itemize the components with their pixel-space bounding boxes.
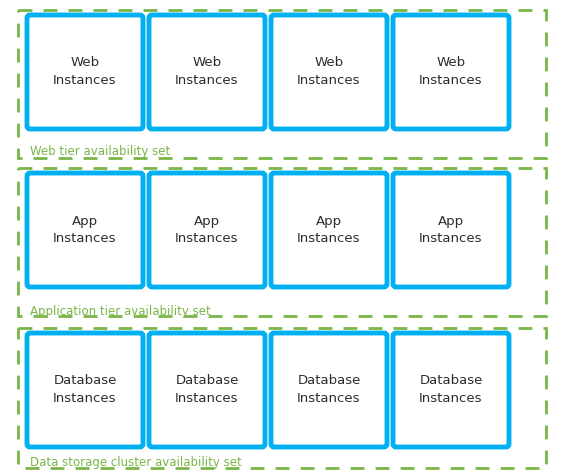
FancyBboxPatch shape	[149, 333, 265, 447]
FancyBboxPatch shape	[27, 173, 143, 287]
Text: Web
Instances: Web Instances	[53, 57, 117, 88]
FancyBboxPatch shape	[149, 173, 265, 287]
FancyBboxPatch shape	[271, 15, 387, 129]
Text: App
Instances: App Instances	[175, 215, 239, 246]
Text: Database
Instances: Database Instances	[297, 375, 361, 406]
Text: Database
Instances: Database Instances	[419, 375, 483, 406]
Text: Web
Instances: Web Instances	[175, 57, 239, 88]
Text: Data storage cluster availability set: Data storage cluster availability set	[30, 456, 242, 469]
Text: App
Instances: App Instances	[297, 215, 361, 246]
Text: Application tier availability set: Application tier availability set	[30, 305, 211, 318]
FancyBboxPatch shape	[393, 15, 509, 129]
FancyBboxPatch shape	[271, 173, 387, 287]
FancyBboxPatch shape	[271, 333, 387, 447]
Bar	[18, 10, 546, 158]
Bar	[18, 168, 546, 316]
Text: App
Instances: App Instances	[419, 215, 483, 246]
Text: Web tier availability set: Web tier availability set	[30, 145, 170, 158]
FancyBboxPatch shape	[27, 333, 143, 447]
FancyBboxPatch shape	[393, 333, 509, 447]
Text: App
Instances: App Instances	[53, 215, 117, 246]
Text: Web
Instances: Web Instances	[419, 57, 483, 88]
Text: Database
Instances: Database Instances	[53, 375, 117, 406]
Bar	[18, 328, 546, 468]
FancyBboxPatch shape	[27, 15, 143, 129]
Text: Database
Instances: Database Instances	[175, 375, 239, 406]
Text: Web
Instances: Web Instances	[297, 57, 361, 88]
FancyBboxPatch shape	[393, 173, 509, 287]
FancyBboxPatch shape	[149, 15, 265, 129]
